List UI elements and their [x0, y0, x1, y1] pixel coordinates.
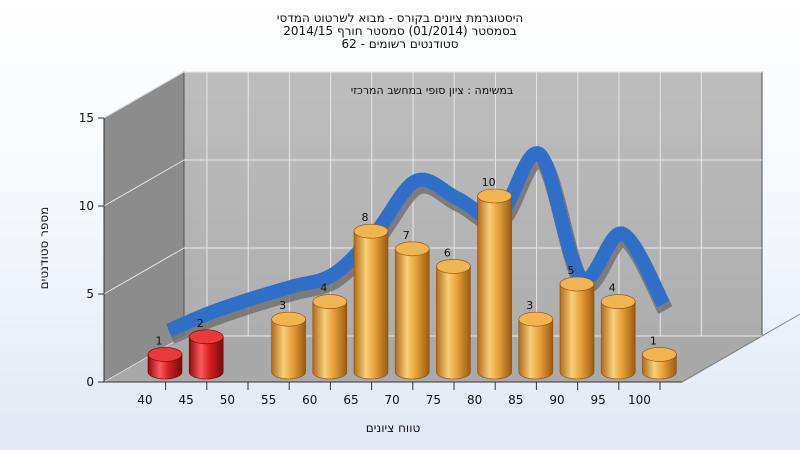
chart-title: היסטוגרמת ציונים בקורס - מבוא לשרטוט המד…: [277, 11, 523, 51]
bar-75: [436, 266, 471, 380]
y-gridline-side: [103, 71, 185, 119]
bar-top-100: [642, 347, 677, 362]
x-tick-label: 95: [591, 393, 606, 407]
bar-top-90: [559, 276, 595, 292]
x-tick-label: 100: [628, 393, 651, 407]
bar-90: [559, 283, 595, 380]
data-label-40: 1: [156, 334, 163, 347]
title-line-3: סטודנטים רשומים - 62: [341, 37, 458, 51]
data-label-80: 10: [482, 176, 496, 189]
y-axis-title: מספר סטודנטים: [37, 207, 51, 290]
x-tick-label: 40: [137, 393, 152, 407]
x-tick-label: 85: [508, 393, 523, 407]
x-tick-label: 80: [467, 393, 482, 407]
y-gridline-side: [103, 335, 185, 383]
bar-85: [518, 318, 554, 380]
bar-95: [600, 301, 636, 380]
data-label-75: 6: [444, 246, 451, 259]
data-label-85: 3: [526, 299, 533, 312]
bar-45: [188, 336, 224, 380]
x-tick-label: 75: [426, 393, 441, 407]
data-label-90: 5: [568, 264, 575, 277]
x-axis-title: טווח ציונים: [366, 421, 421, 435]
x-tick-label: 55: [261, 393, 276, 407]
title-line-2: בסמסטר (01/2014) סמסטר חורף 2014/15: [283, 24, 516, 38]
data-label-70: 7: [403, 229, 410, 242]
bar-top-55: [271, 311, 306, 327]
bar-80: [477, 195, 512, 380]
data-label-95: 4: [609, 282, 616, 295]
y-tick-label: 15: [79, 111, 94, 125]
y-tick-label: 5: [86, 287, 94, 301]
y-gridline-side: [103, 247, 185, 295]
x-tick-label: 60: [302, 393, 317, 407]
bar-top-65: [353, 223, 389, 239]
x-tick-label: 65: [343, 393, 358, 407]
data-label-55: 3: [279, 299, 286, 312]
data-label-100: 1: [650, 334, 657, 347]
data-label-60: 4: [320, 282, 327, 295]
y-gridline-side: [103, 159, 185, 207]
bar-top-80: [477, 188, 512, 204]
bar-top-95: [600, 294, 636, 309]
bar-60: [312, 301, 348, 380]
bar-55: [271, 318, 306, 380]
bar-top-40: [147, 347, 183, 362]
x-tick-label: 50: [220, 393, 235, 407]
y-tick-label: 10: [79, 199, 94, 213]
data-labels: 1 2 3 4 8 7 6 10 3 5 4 1: [156, 176, 657, 347]
data-label-65: 8: [362, 211, 369, 224]
bar-top-75: [436, 259, 471, 274]
chart-annotation: במשימה : ציון סופי במחשב המרכזי: [351, 84, 514, 97]
bar-65: [353, 230, 389, 380]
x-tick-label: 90: [549, 393, 564, 407]
bar-top-60: [312, 294, 348, 309]
bar-70: [394, 248, 430, 380]
bar-top-85: [518, 311, 554, 327]
title-line-1: היסטוגרמת ציונים בקורס - מבוא לשרטוט המד…: [277, 11, 523, 25]
y-tick-label: 0: [86, 375, 94, 389]
bar-top-45: [188, 329, 224, 345]
data-label-45: 2: [197, 317, 204, 330]
x-tick-label: 45: [179, 393, 194, 407]
bars: [147, 188, 677, 380]
bar-top-70: [394, 241, 430, 257]
x-tick-label: 70: [385, 393, 400, 407]
